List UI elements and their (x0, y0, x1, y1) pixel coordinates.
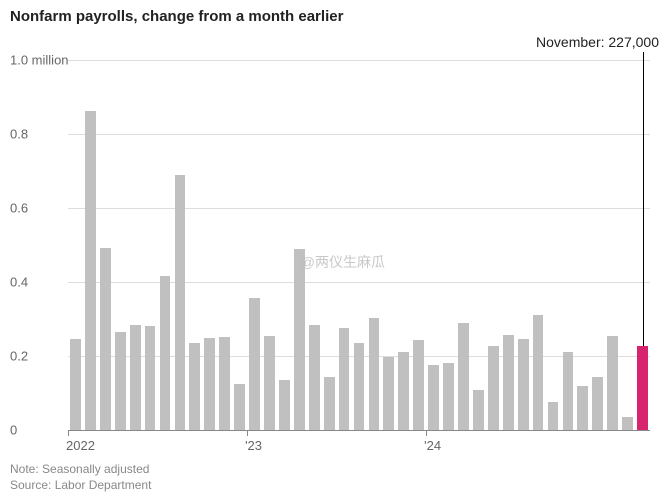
bar (264, 336, 275, 430)
bar (204, 338, 215, 431)
bar (160, 276, 171, 430)
bar (369, 318, 380, 430)
bar (85, 111, 96, 430)
bar (458, 323, 469, 430)
bar (100, 248, 111, 430)
plot-area: 00.20.40.60.81.0 million (10, 60, 650, 430)
y-tick-label: 0 (10, 423, 62, 438)
bar (339, 328, 350, 430)
bar (70, 339, 81, 430)
x-tick (247, 430, 248, 436)
bar (383, 357, 394, 430)
bars (68, 60, 650, 430)
callout-label: November: 227,000 (536, 34, 659, 50)
bar (592, 377, 603, 430)
chart-container: Nonfarm payrolls, change from a month ea… (0, 0, 671, 500)
bar (234, 384, 245, 430)
footnote-note: Note: Seasonally adjusted (10, 462, 149, 476)
footnote-source: Source: Labor Department (10, 478, 151, 492)
x-tick-label: '24 (424, 438, 441, 453)
bar (503, 335, 514, 430)
x-tick (426, 430, 427, 436)
bar (533, 315, 544, 430)
callout-month: November: (536, 34, 604, 50)
bar (354, 343, 365, 430)
bar (607, 336, 618, 430)
bar (398, 352, 409, 430)
bar (488, 346, 499, 430)
bar (443, 363, 454, 430)
bar (548, 402, 559, 430)
callout-leader-line (643, 52, 644, 346)
y-tick-label: 0.8 (10, 127, 62, 142)
bar (309, 325, 320, 430)
bar (563, 352, 574, 430)
bar-highlight (637, 346, 648, 430)
x-tick (68, 430, 69, 436)
bar (413, 340, 424, 430)
bar (145, 326, 156, 430)
bar (219, 337, 230, 430)
bar (577, 386, 588, 430)
bar (294, 249, 305, 430)
x-tick-label: '23 (245, 438, 262, 453)
bar (428, 365, 439, 430)
bar (249, 298, 260, 430)
bar (279, 380, 290, 430)
bar (473, 390, 484, 430)
y-tick-label: 0.4 (10, 275, 62, 290)
bar (518, 339, 529, 430)
bar (115, 332, 126, 430)
bar (130, 325, 141, 430)
bar (324, 377, 335, 430)
callout-value: 227,000 (608, 34, 659, 50)
bar (175, 175, 186, 430)
y-tick-label: 0.6 (10, 201, 62, 216)
y-tick-label: 0.2 (10, 349, 62, 364)
x-tick-label: 2022 (66, 438, 95, 453)
bar (189, 343, 200, 430)
bar (622, 417, 633, 430)
chart-title: Nonfarm payrolls, change from a month ea… (10, 8, 343, 25)
x-axis: 2022 '23 '24 (68, 430, 650, 460)
